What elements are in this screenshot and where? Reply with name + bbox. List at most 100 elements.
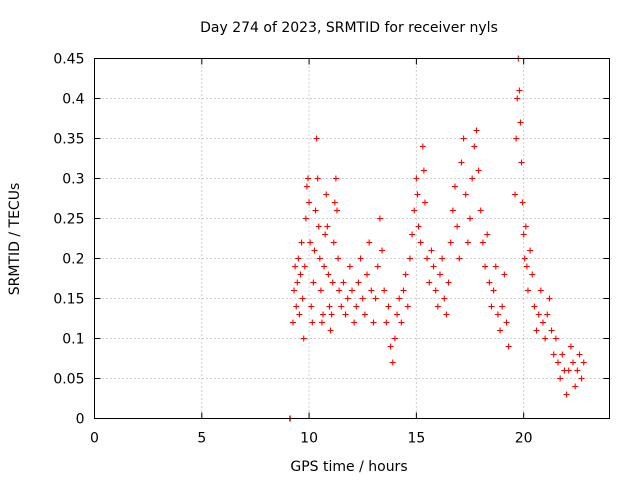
data-point	[552, 335, 559, 342]
data-point	[385, 303, 392, 310]
data-point	[546, 295, 553, 302]
gridlines	[94, 58, 610, 419]
data-point	[452, 183, 458, 190]
data-point	[302, 215, 309, 222]
data-point	[349, 287, 355, 294]
data-point	[326, 303, 333, 310]
y-tick-label: 0.15	[53, 292, 84, 308]
data-point	[447, 239, 454, 246]
data-point	[436, 271, 443, 278]
data-point	[364, 271, 371, 278]
data-point	[513, 135, 520, 142]
data-point	[544, 311, 551, 318]
y-tick-label: 0.45	[53, 52, 84, 68]
data-point	[464, 239, 471, 246]
data-point	[524, 287, 531, 294]
x-axis-label: GPS time / hours	[290, 459, 407, 475]
data-point	[381, 287, 388, 294]
y-tick-label: 0.3	[62, 172, 84, 188]
data-point	[315, 223, 322, 230]
data-point	[445, 279, 452, 286]
data-point	[539, 319, 546, 326]
data-point	[520, 231, 527, 238]
data-point	[323, 191, 330, 198]
data-point	[430, 263, 437, 270]
data-point	[505, 343, 512, 350]
data-point	[580, 359, 587, 366]
data-point	[462, 191, 469, 198]
data-point	[555, 359, 561, 366]
data-point	[484, 231, 491, 238]
data-point	[359, 295, 366, 302]
data-point	[308, 303, 315, 310]
data-point	[305, 175, 312, 182]
data-point	[391, 335, 398, 342]
data-point	[327, 327, 334, 334]
data-point	[303, 183, 310, 190]
data-point	[368, 287, 375, 294]
data-point	[328, 311, 335, 318]
data-point	[415, 223, 422, 230]
data-point	[518, 159, 525, 166]
data-point	[306, 199, 313, 206]
data-point	[523, 263, 530, 270]
data-points	[286, 55, 587, 422]
data-point	[366, 239, 373, 246]
data-point	[336, 287, 343, 294]
data-point	[322, 231, 329, 238]
data-point	[294, 279, 301, 286]
data-point	[460, 135, 467, 142]
y-axis-label: SRMTID / TECUs	[7, 183, 23, 296]
y-tick-label: 0.2	[62, 252, 84, 268]
data-point	[330, 239, 337, 246]
data-point	[298, 239, 305, 246]
data-point	[299, 295, 306, 302]
data-point	[310, 279, 317, 286]
data-point	[503, 319, 510, 326]
y-tick-label: 0.35	[53, 132, 84, 148]
data-point	[333, 207, 340, 214]
data-point	[406, 255, 413, 262]
data-point	[394, 311, 401, 318]
data-point	[449, 207, 456, 214]
data-point	[317, 287, 324, 294]
data-point	[400, 287, 407, 294]
data-point	[301, 263, 308, 270]
data-point	[291, 287, 298, 294]
data-point	[494, 311, 501, 318]
data-point	[332, 175, 339, 182]
data-point	[414, 191, 421, 198]
data-point	[311, 247, 318, 254]
data-point	[516, 87, 523, 94]
data-point	[421, 199, 428, 206]
data-point	[389, 359, 396, 366]
data-point	[567, 343, 574, 350]
data-point	[499, 303, 506, 310]
data-point	[574, 367, 581, 374]
x-tick-label: 0	[90, 431, 99, 447]
data-point	[469, 175, 476, 182]
data-point	[477, 207, 484, 214]
y-tick-label: 0	[76, 412, 85, 428]
data-point	[565, 367, 572, 374]
data-point	[325, 271, 332, 278]
data-point	[531, 303, 538, 310]
data-point	[379, 247, 386, 254]
data-point	[542, 335, 549, 342]
data-point	[426, 279, 433, 286]
data-point	[344, 295, 351, 302]
data-point	[572, 383, 579, 390]
data-point	[475, 167, 482, 174]
data-point	[404, 303, 411, 310]
data-point	[522, 223, 529, 230]
data-point	[420, 167, 427, 174]
x-tick-label: 20	[515, 431, 533, 447]
data-point	[563, 391, 570, 398]
data-point	[424, 255, 431, 262]
data-point	[338, 303, 345, 310]
x-tick-label: 10	[300, 431, 318, 447]
data-point	[387, 343, 394, 350]
data-point	[473, 127, 480, 134]
data-point	[316, 255, 323, 262]
data-point	[312, 207, 319, 214]
